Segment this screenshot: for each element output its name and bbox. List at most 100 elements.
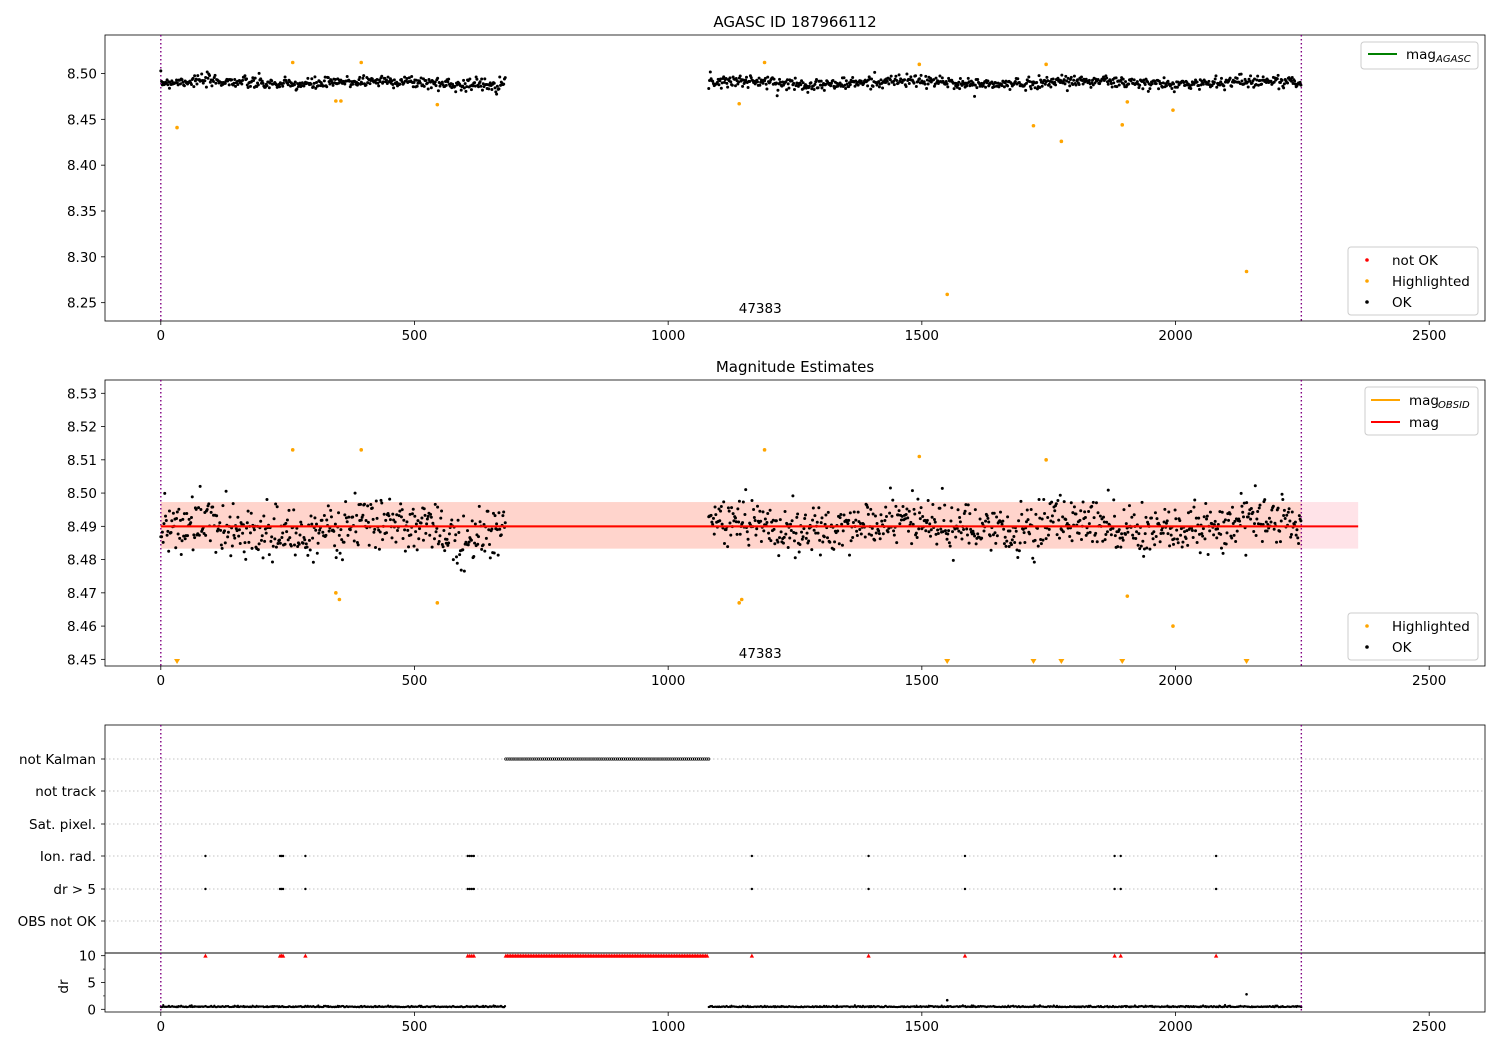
ok-point (973, 94, 977, 98)
flag-point (567, 757, 571, 761)
ok-point (1029, 87, 1033, 91)
ok-point (270, 535, 274, 539)
ok-point (233, 78, 237, 82)
legend-label: mag (1409, 415, 1439, 431)
ok-point (1148, 547, 1152, 551)
ok-point (375, 77, 379, 81)
ok-point (242, 550, 246, 554)
ok-point (387, 514, 391, 518)
ok-point (223, 541, 227, 545)
ok-point (801, 535, 805, 539)
ok-point (994, 541, 998, 545)
ok-point (385, 78, 389, 82)
ok-point (1212, 533, 1216, 537)
ok-point (201, 81, 205, 85)
ok-point (245, 83, 249, 87)
ok-point (211, 79, 215, 83)
ok-point (980, 536, 984, 540)
ok-point (1043, 82, 1047, 86)
ok-point (1071, 511, 1075, 515)
x-tick-label: 1000 (651, 673, 685, 689)
ok-point (322, 513, 326, 517)
dr-point (161, 1005, 164, 1009)
flag-point (640, 757, 644, 761)
ok-point (907, 81, 911, 85)
ok-point (1210, 84, 1214, 88)
flag-point (705, 757, 709, 761)
ok-point (1155, 517, 1159, 521)
flag-point (554, 757, 559, 761)
ok-point (483, 77, 487, 81)
flag-point (524, 757, 528, 761)
ok-point (1240, 79, 1244, 83)
ok-point (426, 87, 430, 91)
ok-point (733, 84, 737, 88)
ok-point (294, 531, 298, 535)
dr-y-tick-label: 5 (87, 976, 96, 992)
ok-point (1202, 515, 1206, 519)
flag-point (867, 887, 870, 891)
ok-point (1178, 519, 1182, 523)
ok-point (768, 508, 772, 512)
ok-point (1192, 505, 1196, 509)
ok-point (1132, 513, 1136, 517)
ok-point (377, 547, 381, 551)
ok-point (285, 518, 289, 522)
flag-point (468, 887, 471, 891)
legend-label: OK (1392, 640, 1413, 656)
ok-point (1077, 531, 1081, 535)
ok-point (160, 535, 164, 539)
ok-point (1137, 532, 1141, 536)
flag-point (204, 854, 207, 858)
ok-point (1047, 527, 1051, 531)
ok-point (216, 527, 220, 531)
ok-point (436, 89, 440, 93)
ok-point (466, 529, 470, 533)
ok-point (763, 517, 767, 521)
ok-point (1132, 78, 1136, 82)
ok-point (948, 544, 952, 548)
ok-point (325, 85, 329, 89)
ok-point (1101, 539, 1105, 543)
ok-point (1210, 522, 1214, 526)
ok-point (952, 87, 956, 91)
flag-point (512, 757, 516, 761)
highlighted-point (290, 60, 295, 65)
ok-point (828, 540, 832, 544)
ok-point (1120, 536, 1124, 540)
ok-point (236, 82, 240, 86)
flag-point (623, 757, 628, 761)
ok-point (722, 75, 726, 79)
dr-clipped-marker (280, 953, 286, 958)
ok-point (310, 77, 314, 81)
flag-point (682, 757, 686, 761)
ok-point (1263, 498, 1267, 502)
ok-point (278, 538, 282, 542)
ok-point (436, 76, 440, 80)
ok-point (946, 85, 950, 89)
ok-point (859, 521, 863, 525)
ok-point (1096, 511, 1100, 515)
ok-point (1072, 78, 1076, 82)
ok-point (988, 534, 992, 538)
ok-point (176, 83, 180, 87)
ok-point (1282, 86, 1286, 90)
ok-point (352, 539, 356, 543)
ok-point (499, 533, 503, 537)
flag-point (304, 887, 307, 891)
ok-point (340, 538, 344, 542)
ok-point (1175, 537, 1179, 541)
ok-point (816, 531, 820, 535)
ok-point (909, 520, 913, 524)
legend-label: Highlighted (1392, 274, 1470, 290)
ok-point (950, 506, 954, 510)
ok-point (1157, 87, 1161, 91)
ok-point (894, 74, 898, 78)
ok-point (375, 516, 379, 520)
ok-point (833, 540, 837, 544)
ok-point (976, 78, 980, 82)
flag-point (644, 757, 648, 761)
ok-point (772, 527, 776, 531)
ok-point (1002, 85, 1006, 89)
ok-point (423, 513, 427, 517)
